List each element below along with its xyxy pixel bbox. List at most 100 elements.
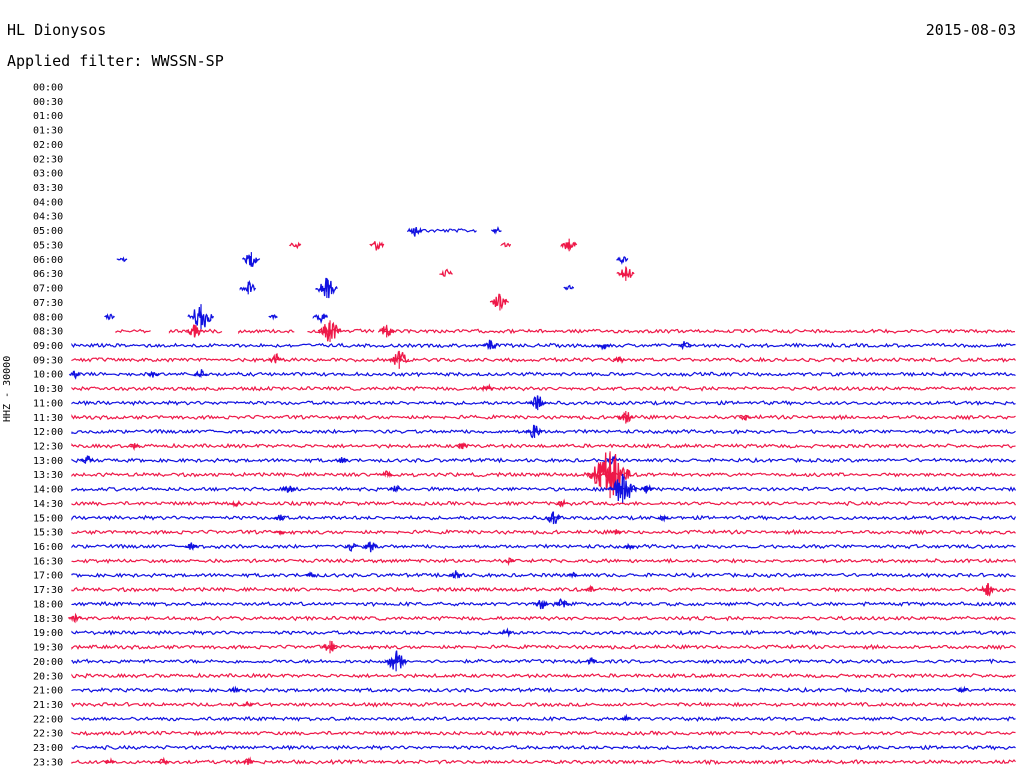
row-time-label: 23:30 [33,757,63,768]
row-time-label: 22:00 [33,714,63,725]
seismic-event [363,541,379,553]
row-time-label: 17:30 [33,585,63,596]
row-time-label: 00:30 [33,97,63,108]
trace-segment [71,615,1016,622]
trace-row [71,685,1017,694]
seismic-event [500,242,511,248]
trace-row [71,383,1016,393]
seismic-event [584,657,598,665]
row-time-label: 06:30 [33,269,63,280]
trace-row [116,252,629,267]
row-time-label: 21:00 [33,686,63,697]
seismic-event [738,414,751,421]
seismic-event [305,571,316,578]
trace-row [71,424,1016,439]
trace-segment [71,686,1017,694]
seismic-event [312,313,329,325]
row-time-label: 05:00 [33,226,63,237]
trace-row [71,701,1016,708]
trace-segment [71,586,1016,593]
trace-row [71,410,1016,424]
trace-row [71,730,1016,737]
seismic-event [455,441,469,450]
seismic-event [620,713,631,722]
row-time-label: 18:30 [33,614,63,625]
row-time-label: 00:00 [33,83,63,94]
seismic-event [616,256,629,265]
row-time-label: 04:00 [33,197,63,208]
trace-row [71,454,1016,465]
seismic-event [104,757,115,765]
trace-segment [71,385,1016,392]
trace-segment [71,371,1016,378]
trace-segment [71,744,1016,751]
seismic-event [585,584,597,593]
row-time-label: 08:00 [33,312,63,323]
trace-row [71,473,1017,504]
seismic-event [193,369,208,379]
seismic-event [241,756,254,765]
seismic-event [556,498,569,508]
trace-row [71,650,1016,672]
row-time-label: 02:00 [33,140,63,151]
row-time-label: 15:30 [33,528,63,539]
trace-segment [71,342,1016,349]
trace-row [71,583,1016,597]
seismic-event [104,313,115,321]
trace-segment [71,758,1016,766]
trace-segment [71,629,1016,636]
seismic-event [380,470,393,479]
row-time-label: 11:30 [33,413,63,424]
row-time-label: 16:00 [33,542,63,553]
row-time-label: 01:30 [33,126,63,137]
seismic-event [563,284,574,291]
row-time-label: 13:30 [33,470,63,481]
trace-row [71,570,1016,580]
trace-row [104,304,329,330]
trace-segment [71,730,1016,737]
trace-row [71,541,1016,553]
seismic-event [640,483,655,494]
seismic-event [129,443,140,452]
seismic-event [623,542,635,551]
trace-row [68,369,1016,380]
trace-row [71,672,1016,679]
row-time-label: 09:30 [33,355,63,366]
row-time-label: 19:30 [33,643,63,654]
trace-row [71,441,1016,452]
row-time-label: 05:30 [33,240,63,251]
trace-row [71,498,1017,508]
row-time-label: 19:00 [33,628,63,639]
trace-segment [71,356,1016,364]
seismic-event [268,314,278,321]
row-time-label: 04:30 [33,212,63,223]
row-time-label: 13:00 [33,456,63,467]
trace-segment [71,715,1016,722]
trace-row [71,350,1016,369]
seismic-event [344,542,359,552]
trace-row [407,226,502,237]
seismic-event [229,685,241,693]
row-time-label: 07:30 [33,298,63,309]
trace-row [71,395,1016,411]
trace-segment [115,328,151,334]
seismic-event [499,627,513,638]
trace-row [115,320,1016,342]
trace-row [71,557,1017,567]
row-time-label: 18:00 [33,599,63,610]
seismic-event [268,353,284,364]
seismic-event [503,557,515,567]
seismic-event [533,599,549,610]
trace-row [71,528,1016,536]
trace-segment [71,428,1016,435]
seismic-event [281,485,296,493]
trace-row [71,744,1016,751]
row-time-label: 23:00 [33,743,63,754]
trace-segment [71,701,1016,708]
seismic-event [678,341,692,351]
seismic-event [610,529,622,535]
row-time-label: 10:00 [33,370,63,381]
trace-row [71,451,1016,499]
trace-segment [382,328,1016,335]
